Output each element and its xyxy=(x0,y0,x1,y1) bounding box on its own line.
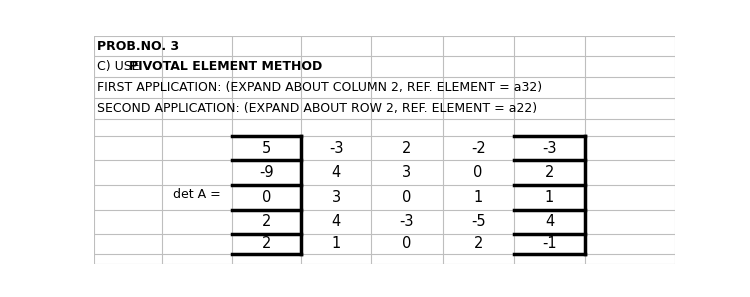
Text: -9: -9 xyxy=(260,165,274,180)
Text: 4: 4 xyxy=(332,165,341,180)
Text: 0: 0 xyxy=(473,165,483,180)
Text: -3: -3 xyxy=(400,214,414,230)
Text: C) USE: C) USE xyxy=(97,60,143,73)
Text: -3: -3 xyxy=(329,140,344,156)
Text: -3: -3 xyxy=(542,140,556,156)
Text: 0: 0 xyxy=(402,190,412,205)
Text: 3: 3 xyxy=(402,165,412,180)
Text: 2: 2 xyxy=(262,214,272,230)
Text: FIRST APPLICATION: (EXPAND ABOUT COLUMN 2, REF. ELEMENT = a32): FIRST APPLICATION: (EXPAND ABOUT COLUMN … xyxy=(97,81,542,94)
Text: 4: 4 xyxy=(332,214,341,230)
Text: 0: 0 xyxy=(402,236,412,252)
Text: SECOND APPLICATION: (EXPAND ABOUT ROW 2, REF. ELEMENT = a22): SECOND APPLICATION: (EXPAND ABOUT ROW 2,… xyxy=(97,102,537,115)
Text: -5: -5 xyxy=(471,214,485,230)
Text: det A =: det A = xyxy=(173,188,220,201)
Text: 2: 2 xyxy=(544,165,554,180)
Text: 2: 2 xyxy=(262,236,272,252)
Text: 1: 1 xyxy=(473,190,483,205)
Text: 1: 1 xyxy=(332,236,341,252)
Text: -1: -1 xyxy=(542,236,556,252)
Text: 2: 2 xyxy=(402,140,412,156)
Text: PIVOTAL ELEMENT METHOD: PIVOTAL ELEMENT METHOD xyxy=(130,60,322,73)
Text: 5: 5 xyxy=(262,140,272,156)
Text: PROB.NO. 3: PROB.NO. 3 xyxy=(97,40,179,53)
Text: 1: 1 xyxy=(544,190,554,205)
Text: 3: 3 xyxy=(332,190,341,205)
Text: 0: 0 xyxy=(262,190,272,205)
Text: 2: 2 xyxy=(473,236,483,252)
Text: -2: -2 xyxy=(471,140,485,156)
Text: 4: 4 xyxy=(544,214,554,230)
